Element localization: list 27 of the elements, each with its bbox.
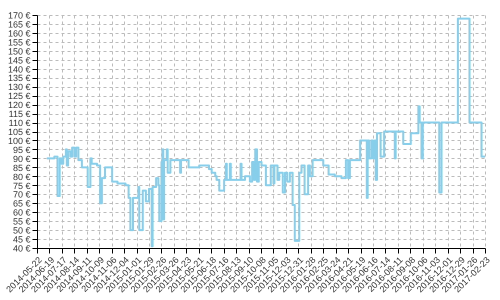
y-tick-label: 160 €	[8, 28, 30, 38]
y-tick-label: 135 €	[8, 73, 30, 84]
y-tick-label: 50 €	[12, 226, 30, 236]
y-tick-label: 110 €	[8, 118, 30, 128]
y-tick-label: 120 €	[8, 100, 30, 110]
y-tick-label: 70 €	[12, 190, 30, 200]
y-tick-label: 75 €	[12, 180, 30, 191]
y-tick-label: 115 €	[8, 109, 30, 120]
y-tick-label: 105 €	[8, 127, 30, 137]
y-tick-label: 125 €	[8, 91, 30, 102]
y-tick-label: 55 €	[12, 216, 30, 227]
y-tick-label: 90 €	[12, 154, 30, 164]
y-tick-label: 40 €	[12, 244, 30, 254]
y-tick-label: 155 €	[8, 37, 30, 48]
y-tick-label: 95 €	[12, 144, 30, 155]
y-tick-label: 170 €	[8, 10, 30, 20]
y-tick-label: 130 €	[8, 82, 30, 92]
y-tick-label: 100 €	[8, 136, 30, 146]
y-tick-label: 65 €	[12, 198, 30, 209]
y-tick-label: 145 €	[8, 55, 30, 66]
y-tick-label: 60 €	[12, 208, 30, 218]
y-tick-label: 45 €	[12, 234, 30, 245]
y-tick-label: 165 €	[8, 19, 30, 30]
y-tick-label: 150 €	[8, 46, 30, 56]
y-tick-label: 140 €	[8, 64, 30, 74]
y-tick-label: 80 €	[12, 172, 30, 182]
y-tick-label: 85 €	[12, 162, 30, 173]
